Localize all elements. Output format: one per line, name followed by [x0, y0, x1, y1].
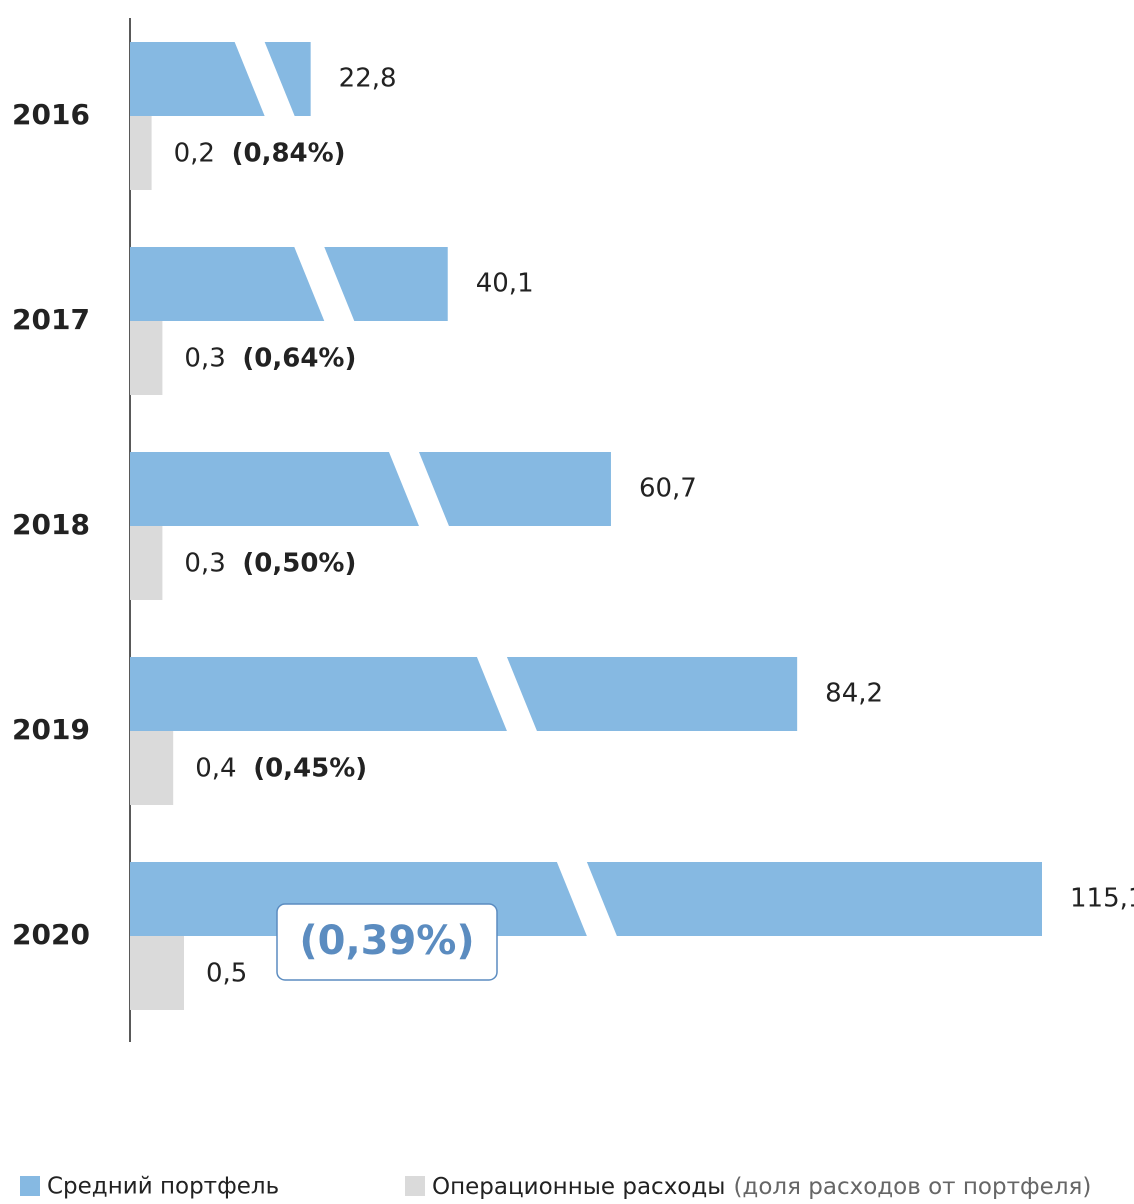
legend-note: (доля расходов от портфеля): [733, 1174, 1091, 1200]
category-label: 2020: [12, 918, 90, 951]
value-label: 115,1: [1070, 884, 1134, 914]
value-label: 22,8: [339, 64, 397, 94]
value-label: 40,1: [476, 269, 534, 299]
bar: [130, 526, 163, 600]
axis-break: [476, 657, 537, 731]
bar: [130, 116, 152, 190]
bar: [130, 936, 184, 1010]
bar: [130, 731, 174, 805]
value-label: 0,2: [174, 139, 215, 169]
value-label: 0,5: [206, 959, 247, 989]
value-label: 0,3: [184, 344, 225, 374]
bar: [130, 247, 448, 321]
annotation-box: [276, 903, 498, 981]
annotation: (0,39%): [299, 918, 474, 964]
category-label: 2018: [12, 508, 90, 541]
bar: [130, 321, 163, 395]
category-label: 2016: [12, 98, 90, 131]
category-label: 2017: [12, 303, 90, 336]
annotation: (0,45%): [253, 754, 367, 784]
axis-break: [388, 452, 449, 526]
axis-break: [294, 247, 355, 321]
axis-break: [556, 862, 617, 936]
value-label: 84,2: [825, 679, 883, 709]
bar: [130, 452, 611, 526]
legend-name: Операционные расходы: [432, 1174, 725, 1200]
value-label: 0,4: [195, 754, 236, 784]
bar: [130, 657, 798, 731]
annotation: (0,84%): [232, 139, 346, 169]
legend-label: Операционные расходы (доля расходов от по…: [432, 1174, 1091, 1200]
legend-swatch: [405, 1176, 425, 1196]
annotation: (0,64%): [242, 344, 356, 374]
value-label: 0,3: [184, 549, 225, 579]
value-label: 60,7: [639, 474, 697, 504]
axis-break: [234, 42, 295, 116]
category-label: 2019: [12, 713, 90, 746]
annotation: (0,50%): [242, 549, 356, 579]
legend-label: Средний портфель: [47, 1174, 279, 1200]
legend-swatch: [20, 1176, 40, 1196]
